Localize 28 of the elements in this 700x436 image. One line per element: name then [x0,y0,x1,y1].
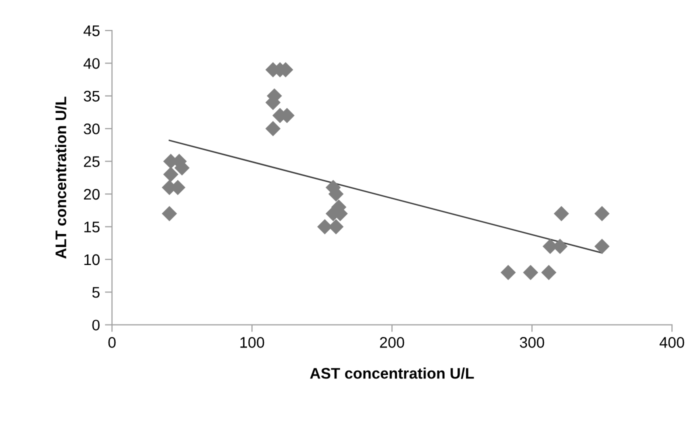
point [162,206,178,222]
point [317,219,332,234]
y-tick-label: 10 [84,254,100,266]
point [594,206,610,222]
point [328,219,344,234]
point [163,166,178,182]
x-tick-label: 100 [240,337,264,348]
y-tick-label: 30 [84,123,100,134]
point [554,206,570,222]
y-tick-label: 45 [84,26,100,36]
x-tick-label: 300 [520,337,544,348]
x-tick-label: 0 [108,337,116,348]
y-tick-label: 35 [84,90,100,102]
y-tick-label: 5 [92,287,100,298]
y-tick-label: 15 [84,222,100,232]
point [522,264,538,280]
point [594,238,610,254]
point [500,264,516,280]
point [541,264,556,280]
point [265,121,281,136]
x-axis-title: AST concentration U/L [310,368,474,379]
y-tick-label: 40 [84,58,100,69]
x-tick-label: 200 [380,337,404,348]
y-tick-label: 20 [84,188,100,200]
x-tick-label: 400 [660,337,684,348]
y-tick-label: 25 [84,156,100,168]
y-axis-title: ALT concentration U/L [55,96,66,259]
y-tick-label: 0 [92,320,100,331]
